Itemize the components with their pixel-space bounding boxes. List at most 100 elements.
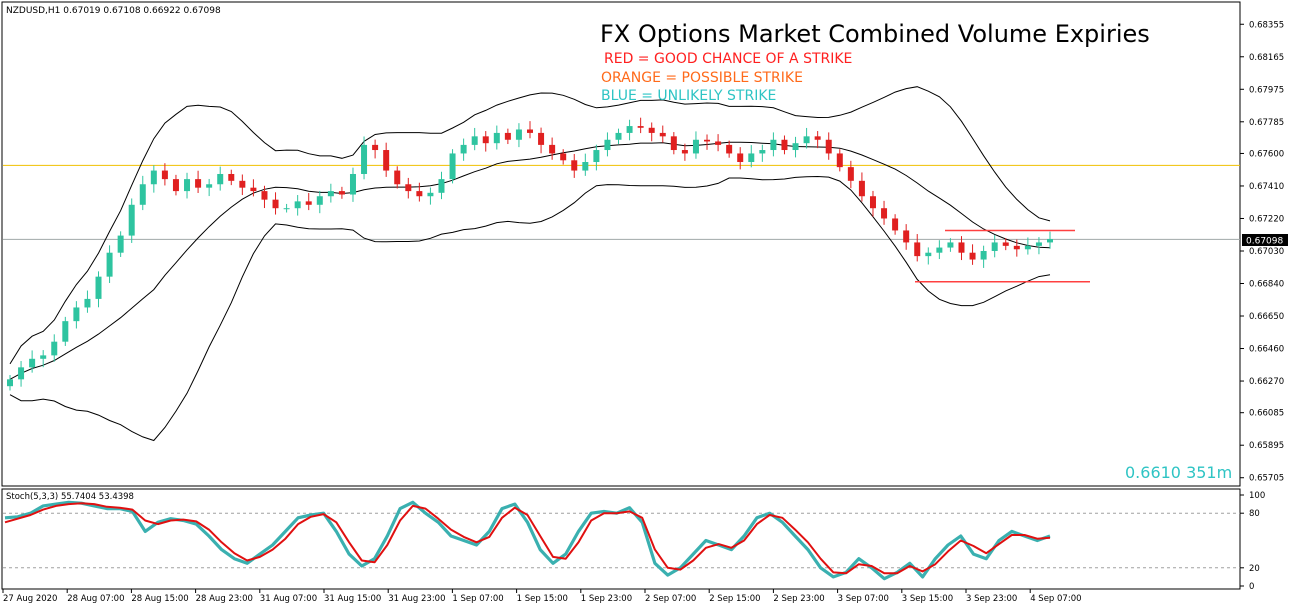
- price-tick-label: 0.68355: [1249, 20, 1284, 30]
- candle-body: [128, 204, 135, 236]
- candle-body: [62, 321, 69, 342]
- candle-body: [283, 208, 290, 210]
- time-tick-label: 1 Sep 23:00: [581, 594, 632, 604]
- candle-body: [316, 196, 323, 205]
- candle-body: [1013, 245, 1020, 250]
- annotation-title: FX Options Market Combined Volume Expiri…: [600, 20, 1150, 48]
- legend-red: RED = GOOD CHANCE OF A STRIKE: [604, 51, 852, 67]
- stoch-pane-frame: [1, 488, 1241, 590]
- candle-body: [150, 170, 157, 185]
- candle-body: [239, 180, 246, 188]
- time-tick-label: 27 Aug 2020: [3, 594, 57, 604]
- stoch-plot: 100 80 20 0: [3, 491, 1265, 592]
- candle-body: [549, 144, 556, 154]
- candle-body: [327, 191, 334, 197]
- candle-body: [95, 276, 102, 299]
- candle-body: [903, 230, 910, 243]
- candle-body: [471, 136, 478, 145]
- candle-body: [527, 129, 533, 133]
- candle-body: [7, 379, 13, 387]
- candle-body: [73, 307, 80, 322]
- candle-body: [681, 150, 688, 154]
- candle-body: [261, 191, 268, 200]
- candle-body: [361, 144, 368, 174]
- candle-body: [980, 250, 987, 260]
- candle-body: [571, 160, 578, 171]
- price-tick-label: 0.67030: [1249, 247, 1284, 257]
- current-price-label: 0.67098: [1246, 237, 1283, 247]
- candle-body: [792, 143, 799, 151]
- candle-body: [305, 201, 312, 205]
- time-tick-label: 2 Sep 23:00: [773, 594, 824, 604]
- legend-blue: BLUE = UNLIKELY STRIKE: [601, 88, 776, 104]
- candle-body: [394, 170, 401, 185]
- price-tick-label: 0.67410: [1249, 182, 1284, 192]
- candle-body: [825, 139, 832, 154]
- candle-body: [416, 191, 423, 197]
- candle-body: [604, 139, 611, 151]
- price-tick-label: 0.67785: [1249, 118, 1284, 128]
- candle-body: [228, 173, 235, 181]
- time-tick-label: 28 Aug 07:00: [67, 594, 124, 604]
- bollinger-upper: [9, 86, 1051, 365]
- candle-body: [704, 139, 711, 142]
- candle-body: [449, 153, 456, 180]
- stoch-tick-label: 0: [1249, 582, 1254, 592]
- candle-body: [914, 242, 921, 257]
- price-tick-label: 0.67220: [1249, 214, 1284, 224]
- candle-body: [648, 127, 655, 133]
- candle-body: [1024, 245, 1031, 250]
- candle-body: [504, 132, 511, 140]
- candle-body: [593, 150, 600, 163]
- candle-body: [438, 179, 445, 193]
- price-tick-label: 0.65895: [1249, 441, 1284, 451]
- time-tick-label: 3 Sep 07:00: [838, 594, 889, 604]
- candle-body: [51, 341, 58, 356]
- candle-body: [217, 173, 224, 185]
- price-tick-label: 0.66085: [1249, 409, 1284, 419]
- time-tick-label: 1 Sep 15:00: [517, 594, 568, 604]
- price-tick-label: 0.66460: [1249, 345, 1284, 355]
- candle-body: [759, 150, 766, 154]
- horizontal-lines: [3, 164, 1240, 240]
- candle-body: [847, 167, 854, 181]
- candle-body: [84, 298, 91, 308]
- candle-body: [383, 150, 390, 171]
- bollinger-bands: [9, 86, 1051, 442]
- candle-body: [272, 199, 279, 209]
- candle-body: [947, 242, 954, 248]
- candle-body: [670, 136, 677, 151]
- stoch-tick-label: 80: [1249, 509, 1260, 519]
- price-tick-label: 0.66270: [1249, 377, 1284, 387]
- time-tick-label: 31 Aug 15:00: [324, 594, 381, 604]
- candle-body: [117, 235, 124, 253]
- candle-body: [161, 170, 168, 180]
- time-tick-label: 31 Aug 23:00: [388, 594, 445, 604]
- time-tick-label: 28 Aug 23:00: [196, 594, 253, 604]
- candle-body: [493, 132, 500, 144]
- candle-body: [582, 162, 589, 171]
- candle-body: [626, 126, 633, 133]
- price-pane-frame: [1, 1, 1241, 487]
- candle-body: [29, 358, 36, 368]
- stoch-label: Stoch(5,3,3) 55.7404 53.4398: [6, 492, 134, 502]
- time-tick-label: 3 Sep 23:00: [966, 594, 1017, 604]
- candle-body: [427, 192, 434, 197]
- current-price-tag: [1242, 234, 1288, 246]
- candle-body: [538, 132, 545, 145]
- stoch-tick-label: 20: [1249, 564, 1260, 574]
- price-tick-label: 0.65705: [1249, 474, 1284, 484]
- price-tick-label: 0.67975: [1249, 85, 1284, 95]
- candle-body: [405, 184, 412, 192]
- time-tick-label: 2 Sep 15:00: [709, 594, 760, 604]
- expiry-note: 0.6610 351m: [1125, 463, 1232, 482]
- candle-body: [748, 153, 755, 163]
- time-tick-label: 3 Sep 15:00: [902, 594, 953, 604]
- time-tick-label: 2 Sep 07:00: [645, 594, 696, 604]
- time-tick-label: 31 Aug 07:00: [260, 594, 317, 604]
- candle-body: [294, 201, 301, 209]
- candle-body: [139, 184, 146, 205]
- price-tick-label: 0.68165: [1249, 53, 1284, 63]
- candle-body: [892, 218, 899, 231]
